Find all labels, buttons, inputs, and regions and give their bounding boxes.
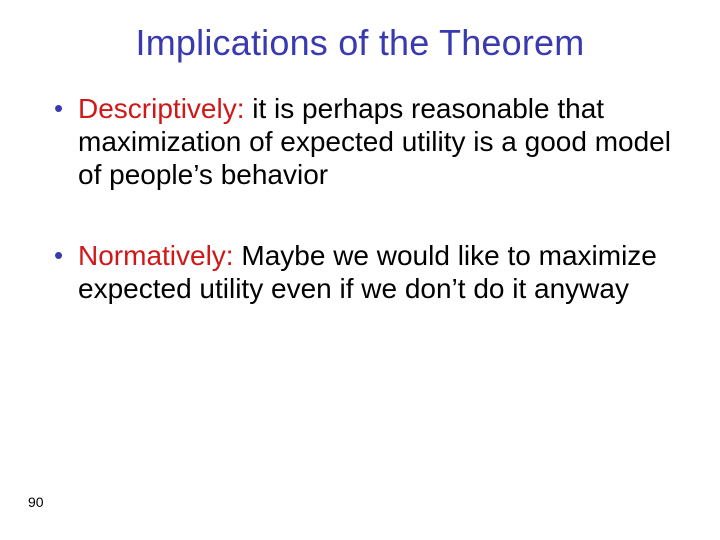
- slide-title: Implications of the Theorem: [0, 0, 720, 64]
- bullet-lead-word: Descriptively:: [78, 93, 244, 124]
- bullet-list: Descriptively: it is perhaps reasonable …: [48, 92, 672, 305]
- bullet-item: Normatively: Maybe we would like to maxi…: [48, 239, 672, 305]
- bullet-lead-word: Normatively:: [78, 240, 234, 271]
- page-number: 90: [28, 494, 44, 510]
- slide: Implications of the Theorem Descriptivel…: [0, 0, 720, 540]
- bullet-item: Descriptively: it is perhaps reasonable …: [48, 92, 672, 191]
- slide-body: Descriptively: it is perhaps reasonable …: [0, 64, 720, 305]
